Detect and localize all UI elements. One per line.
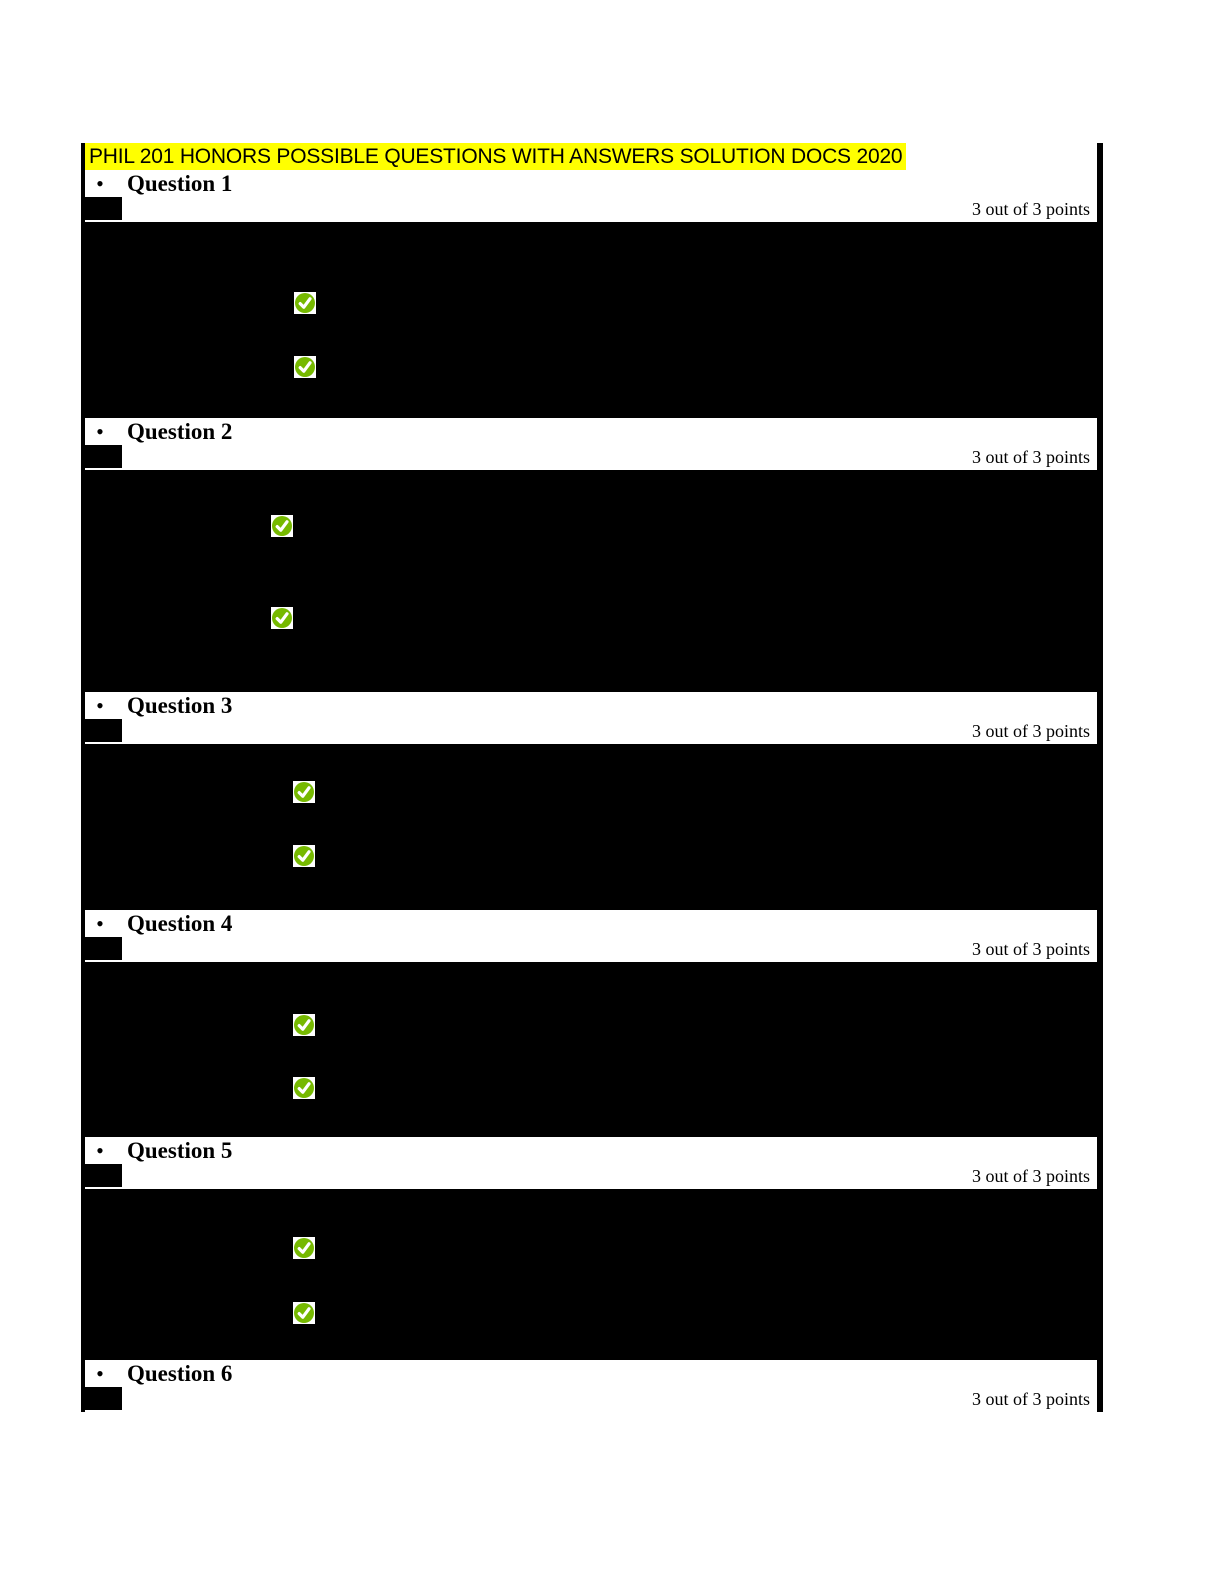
correct-answer-check-icon <box>293 845 315 867</box>
bullet-icon: • <box>96 419 104 444</box>
correct-answer-check-icon <box>271 515 293 537</box>
question-section: • Question 5 3 out of 3 points <box>81 1137 1097 1360</box>
document-title-row: PHIL 201 HONORS POSSIBLE QUESTIONS WITH … <box>85 143 1097 170</box>
redaction-block-small <box>81 937 122 960</box>
points-row: 3 out of 3 points <box>81 445 1097 470</box>
question-section: • Question 6 3 out of 3 points <box>81 1360 1097 1412</box>
redaction-block-small <box>81 1164 122 1187</box>
redaction-block <box>85 1189 1097 1360</box>
points-row: 3 out of 3 points <box>81 1164 1097 1189</box>
question-title: Question 1 <box>127 171 233 196</box>
correct-answer-check-icon <box>293 1077 315 1099</box>
redaction-block-small <box>81 197 122 220</box>
question-header: • Question 3 <box>85 692 1097 719</box>
redaction-block-small <box>81 1387 122 1410</box>
correct-answer-check-icon <box>293 1302 315 1324</box>
question-section: • Question 2 3 out of 3 points <box>81 418 1097 692</box>
correct-answer-check-icon <box>294 292 316 314</box>
bullet-icon: • <box>96 1138 104 1163</box>
question-title: Question 6 <box>127 1361 233 1386</box>
redaction-block-small <box>81 719 122 742</box>
points-row: 3 out of 3 points <box>81 1387 1097 1412</box>
points-label: 3 out of 3 points <box>971 447 1090 467</box>
question-section: • Question 1 3 out of 3 points <box>81 170 1097 418</box>
question-header: • Question 2 <box>85 418 1097 445</box>
points-label: 3 out of 3 points <box>971 939 1090 959</box>
points-row: 3 out of 3 points <box>81 719 1097 744</box>
correct-answer-check-icon <box>293 1014 315 1036</box>
question-header: • Question 5 <box>85 1137 1097 1164</box>
bullet-icon: • <box>96 171 104 196</box>
bullet-icon: • <box>96 911 104 936</box>
redaction-block <box>85 222 1097 418</box>
points-label: 3 out of 3 points <box>971 1389 1090 1409</box>
quiz-report-table: PHIL 201 HONORS POSSIBLE QUESTIONS WITH … <box>81 143 1103 1412</box>
question-title: Question 4 <box>127 911 233 936</box>
redaction-block <box>85 470 1097 692</box>
correct-answer-check-icon <box>293 781 315 803</box>
question-title: Question 3 <box>127 693 233 718</box>
question-section: • Question 3 3 out of 3 points <box>81 692 1097 910</box>
correct-answer-check-icon <box>294 356 316 378</box>
redaction-block <box>85 744 1097 910</box>
points-row: 3 out of 3 points <box>81 937 1097 962</box>
redaction-block <box>85 962 1097 1137</box>
correct-answer-check-icon <box>271 607 293 629</box>
question-header: • Question 6 <box>85 1360 1097 1387</box>
bullet-icon: • <box>96 1361 104 1386</box>
document-title-highlighted: PHIL 201 HONORS POSSIBLE QUESTIONS WITH … <box>85 143 907 170</box>
question-section: • Question 4 3 out of 3 points <box>81 910 1097 1137</box>
correct-answer-check-icon <box>293 1237 315 1259</box>
question-header: • Question 1 <box>85 170 1097 197</box>
question-title: Question 5 <box>127 1138 233 1163</box>
question-header: • Question 4 <box>85 910 1097 937</box>
question-title: Question 2 <box>127 419 233 444</box>
points-label: 3 out of 3 points <box>971 721 1090 741</box>
redaction-block-small <box>81 445 122 468</box>
points-label: 3 out of 3 points <box>971 1166 1090 1186</box>
points-row: 3 out of 3 points <box>81 197 1097 222</box>
points-label: 3 out of 3 points <box>971 199 1090 219</box>
bullet-icon: • <box>96 693 104 718</box>
